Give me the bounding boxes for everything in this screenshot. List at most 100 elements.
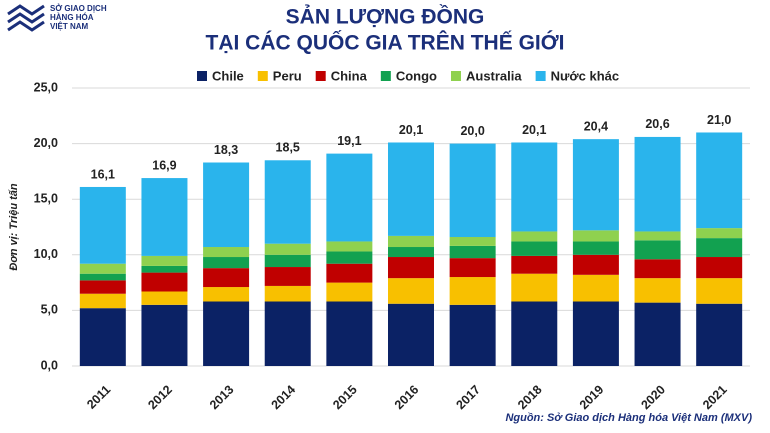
y-tick-label: 20,0 — [34, 136, 58, 150]
bar-segment — [388, 278, 434, 304]
bar-segment — [326, 153, 373, 242]
y-tick-label: 15,0 — [34, 191, 58, 205]
bar-segment — [141, 304, 188, 366]
logo-mark — [7, 4, 45, 32]
bar-segment — [572, 274, 619, 302]
bar-segment — [388, 247, 434, 258]
bar-segment — [79, 308, 126, 366]
bar-segment — [203, 162, 250, 248]
bar-segment — [511, 273, 558, 302]
bar-segment — [388, 142, 434, 236]
y-tick-label: 10,0 — [34, 247, 58, 261]
bar-segment — [79, 273, 126, 281]
bar-segment — [449, 304, 496, 366]
total-label: 19,1 — [337, 134, 361, 148]
total-label: 18,3 — [214, 143, 238, 157]
bar-segment — [511, 301, 558, 366]
source: Nguồn: Sở Giao dịch Hàng hóa Việt Nam (M… — [505, 412, 752, 424]
bar-segment — [79, 280, 126, 294]
bar-segment — [79, 186, 126, 264]
bar-segment — [203, 301, 250, 366]
bar-segment — [203, 268, 250, 288]
bar-segment — [264, 254, 311, 268]
bar-segment — [264, 285, 311, 302]
bar-segment — [634, 278, 681, 303]
bar-segment — [449, 143, 496, 238]
y-tick-label: 5,0 — [41, 303, 58, 317]
bar-segment — [449, 258, 496, 278]
bar-segment — [572, 241, 619, 255]
bar-segment — [326, 251, 373, 264]
x-tick-label: 2014 — [269, 383, 299, 413]
bar-segment — [572, 301, 619, 366]
bar-segment — [449, 237, 496, 246]
bar-segment — [696, 238, 743, 258]
bar-segment — [326, 282, 373, 302]
logo: SỞ GIAO DỊCH HÀNG HÓA VIỆT NAM — [7, 4, 107, 32]
bar-segment — [634, 259, 681, 279]
y-axis-label: Đơn vị: Triệu tấn — [8, 183, 20, 271]
bar-segment — [572, 254, 619, 275]
bar-segment — [141, 265, 188, 273]
legend-swatch — [535, 71, 546, 81]
bar-segment — [388, 235, 434, 248]
total-label: 18,5 — [276, 141, 300, 155]
chart-title: SẢN LƯỢNG ĐỒNG — [286, 5, 485, 29]
y-tick-label: 0,0 — [41, 358, 58, 372]
logo-text: HÀNG HÓA — [50, 13, 94, 22]
total-label: 21,0 — [707, 113, 731, 127]
legend-swatch — [380, 71, 391, 81]
bar-segment — [141, 291, 188, 305]
bar-segment — [634, 136, 681, 232]
bar-segment — [511, 142, 558, 232]
chart-title: TẠI CÁC QUỐC GIA TRÊN THẾ GIỚI — [206, 31, 565, 55]
bar-segment — [326, 263, 373, 283]
logo-text: SỞ GIAO DỊCH — [50, 4, 107, 13]
bar-segment — [141, 178, 188, 256]
total-label: 16,1 — [91, 167, 115, 181]
x-tick-label: 2013 — [207, 383, 237, 413]
bar-segment — [141, 255, 188, 266]
bar-segment — [449, 245, 496, 259]
legend-label: Congo — [396, 68, 437, 83]
bar-segment — [203, 287, 250, 302]
total-label: 20,6 — [645, 117, 669, 131]
y-tick-label: 25,0 — [34, 80, 58, 94]
legend-swatch — [257, 71, 268, 81]
x-tick-label: 2019 — [577, 383, 607, 413]
bar-segment — [696, 278, 743, 304]
bar-segment — [264, 243, 311, 255]
legend-swatch — [450, 71, 461, 81]
bar-segment — [696, 303, 743, 366]
x-tick-label: 2021 — [700, 383, 730, 413]
legend-swatch — [315, 71, 326, 81]
bar-segment — [572, 139, 619, 231]
legend-label: Chile — [212, 68, 244, 83]
bar-segment — [264, 301, 311, 366]
total-label: 20,0 — [460, 124, 484, 138]
bar-segment — [511, 241, 558, 256]
bar-segment — [326, 301, 373, 366]
total-label: 20,1 — [522, 123, 546, 137]
legend-label: Nước khác — [551, 68, 620, 83]
bar-segment — [449, 277, 496, 305]
legend-label: China — [331, 68, 368, 83]
legend-swatch — [197, 71, 207, 81]
x-tick-label: 2012 — [145, 383, 175, 413]
bar-segment — [696, 228, 743, 239]
x-tick-label: 2015 — [330, 383, 360, 413]
x-tick-label: 2018 — [515, 383, 545, 413]
bar-segment — [634, 302, 681, 366]
bar-segment — [79, 293, 126, 309]
bar-segment — [696, 257, 743, 279]
bar-segment — [388, 257, 434, 279]
bar-segment — [141, 272, 188, 292]
bar-segment — [203, 257, 250, 269]
total-label: 20,4 — [584, 119, 608, 133]
bar-segment — [388, 303, 434, 366]
bar-segment — [696, 132, 743, 229]
x-tick-label: 2011 — [84, 383, 113, 412]
bar-segment — [572, 230, 619, 242]
bar-segment — [511, 231, 558, 242]
